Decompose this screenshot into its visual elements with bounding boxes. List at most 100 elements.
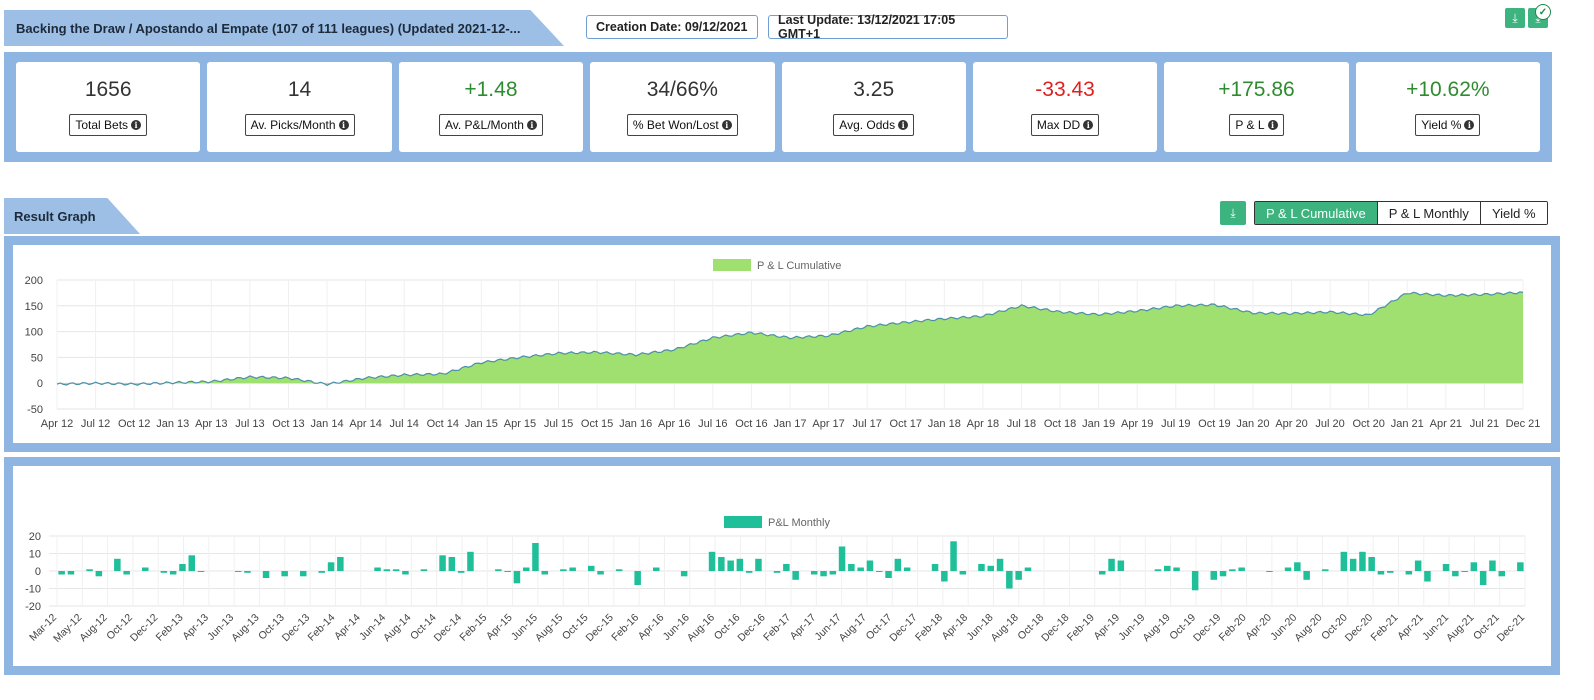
bar[interactable] <box>95 571 103 577</box>
bar[interactable] <box>114 558 121 572</box>
bar[interactable] <box>383 569 391 572</box>
bar[interactable] <box>244 571 251 573</box>
bar[interactable] <box>392 569 400 572</box>
bar[interactable] <box>588 565 595 572</box>
download-button[interactable]: ⤓ <box>1505 8 1525 28</box>
bar[interactable] <box>1517 562 1524 572</box>
bar[interactable] <box>1479 571 1487 585</box>
bar[interactable] <box>179 564 186 571</box>
bar[interactable] <box>1303 571 1310 580</box>
bar[interactable] <box>792 571 799 580</box>
bar[interactable] <box>755 558 762 572</box>
bar[interactable] <box>941 571 948 582</box>
bar[interactable] <box>541 571 549 575</box>
info-icon[interactable]: i <box>1464 120 1475 130</box>
bar[interactable] <box>848 564 855 571</box>
stat-label[interactable]: Max DD i <box>1030 114 1100 136</box>
bar[interactable] <box>318 571 326 573</box>
stat-label[interactable]: Avg. Odds i <box>833 114 915 136</box>
stat-label[interactable]: Av. Picks/Month i <box>244 114 355 136</box>
bar[interactable] <box>234 571 242 572</box>
bar[interactable] <box>829 571 837 575</box>
bar[interactable] <box>457 571 465 573</box>
bar[interactable] <box>1414 560 1422 572</box>
bar[interactable] <box>281 571 288 577</box>
bar[interactable] <box>903 567 911 572</box>
bar[interactable] <box>523 567 530 572</box>
bar[interactable] <box>504 571 511 572</box>
check-circle-icon[interactable]: ✓ <box>1535 4 1551 20</box>
bar[interactable] <box>1210 571 1218 580</box>
bar[interactable] <box>1219 571 1227 577</box>
bar[interactable] <box>327 562 335 572</box>
bar[interactable] <box>420 569 428 572</box>
bar[interactable] <box>1340 551 1348 572</box>
bar[interactable] <box>736 558 744 572</box>
stat-label[interactable]: Av. P&L/Month i <box>438 114 543 136</box>
bar[interactable] <box>708 551 716 572</box>
bar[interactable] <box>58 571 65 575</box>
bar[interactable] <box>996 558 1004 572</box>
bar[interactable] <box>894 558 902 572</box>
legend-label[interactable]: P&L Monthly <box>768 517 830 529</box>
info-icon[interactable]: i <box>526 120 537 130</box>
bar[interactable] <box>820 571 827 577</box>
bar[interactable] <box>197 571 205 572</box>
bar[interactable] <box>931 564 939 571</box>
bar[interactable] <box>876 571 883 572</box>
bar[interactable] <box>1387 571 1394 573</box>
bar[interactable] <box>857 567 864 572</box>
bar[interactable] <box>160 571 168 573</box>
bar[interactable] <box>560 569 567 572</box>
legend-label[interactable]: P & L Cumulative <box>757 260 841 272</box>
graph-download-button[interactable]: ⤓ <box>1220 201 1246 225</box>
bar[interactable] <box>718 557 725 571</box>
bar[interactable] <box>495 569 502 572</box>
bar[interactable] <box>532 543 539 571</box>
bar[interactable] <box>123 571 130 575</box>
bar[interactable] <box>727 560 734 572</box>
bar[interactable] <box>1015 571 1022 580</box>
stat-label[interactable]: % Bet Won/Lost i <box>626 114 738 136</box>
bar[interactable] <box>1238 567 1245 572</box>
bar[interactable] <box>1229 569 1236 572</box>
bar[interactable] <box>1164 565 1171 572</box>
bar[interactable] <box>1322 569 1329 572</box>
bar[interactable] <box>67 571 75 575</box>
bar[interactable] <box>1498 571 1506 577</box>
info-icon[interactable]: i <box>898 120 909 130</box>
bar[interactable] <box>448 557 456 571</box>
stat-label[interactable]: Total Bets i <box>69 114 148 136</box>
legend-swatch[interactable] <box>724 516 762 528</box>
bar[interactable] <box>950 541 957 572</box>
graph-toggle-monthly[interactable]: P & L Monthly <box>1376 202 1480 224</box>
bar[interactable] <box>1442 564 1450 571</box>
bar[interactable] <box>374 567 381 572</box>
bar[interactable] <box>1108 558 1115 572</box>
bar[interactable] <box>959 571 967 575</box>
bar[interactable] <box>1424 571 1431 582</box>
bar[interactable] <box>439 555 446 572</box>
bar[interactable] <box>188 555 196 572</box>
bar[interactable] <box>1405 571 1413 575</box>
bar[interactable] <box>467 551 474 572</box>
bar[interactable] <box>615 569 623 572</box>
bar[interactable] <box>1359 551 1366 572</box>
bar[interactable] <box>597 571 604 575</box>
bar[interactable] <box>1154 569 1162 572</box>
bar[interactable] <box>169 571 177 575</box>
info-icon[interactable]: i <box>338 120 349 130</box>
bar[interactable] <box>987 565 995 572</box>
bar[interactable] <box>1024 567 1032 572</box>
bar[interactable] <box>745 571 753 573</box>
info-icon[interactable]: i <box>1267 120 1278 130</box>
bar[interactable] <box>1099 571 1106 575</box>
info-icon[interactable]: i <box>1083 120 1094 130</box>
bar[interactable] <box>773 571 781 573</box>
bar[interactable] <box>86 569 93 572</box>
bar[interactable] <box>653 567 660 572</box>
bar[interactable] <box>402 571 409 575</box>
info-icon[interactable]: i <box>131 120 142 130</box>
bar[interactable] <box>634 571 641 585</box>
